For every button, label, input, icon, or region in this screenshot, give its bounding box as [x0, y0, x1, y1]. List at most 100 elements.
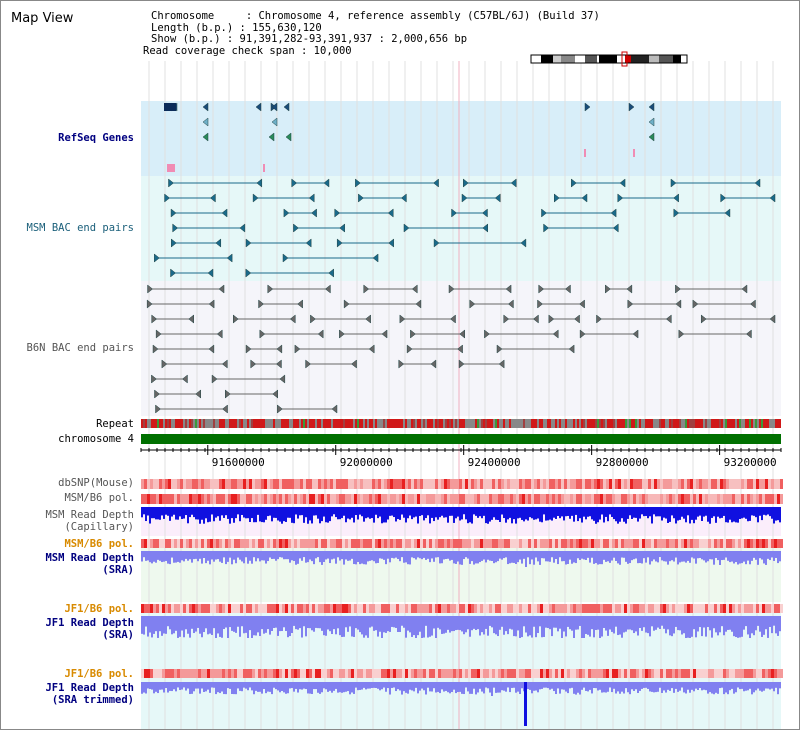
- repeat-segment: [535, 419, 537, 428]
- depth-bar: [683, 551, 685, 562]
- b6n-bac-pair-end: [188, 314, 194, 324]
- heat-cell: [756, 539, 759, 548]
- depth-bar: [207, 682, 209, 690]
- repeat-segment: [473, 419, 475, 428]
- heat-cell: [306, 604, 309, 613]
- repeat-segment: [699, 419, 701, 428]
- repeat-segment: [577, 419, 579, 428]
- depth-bar: [731, 616, 733, 632]
- repeat-segment: [455, 419, 457, 428]
- depth-bar: [365, 682, 367, 690]
- depth-bar: [281, 682, 283, 691]
- heat-cell: [273, 669, 276, 678]
- heat-cell: [204, 669, 207, 678]
- depth-bar: [757, 682, 759, 689]
- depth-bar: [235, 616, 237, 633]
- heat-cell: [375, 539, 378, 548]
- heat-cell: [768, 494, 771, 504]
- depth-bar: [521, 682, 523, 689]
- depth-bar: [757, 507, 759, 523]
- repeat-segment: [485, 419, 487, 428]
- heat-cell: [453, 604, 456, 613]
- heat-cell: [318, 604, 321, 613]
- repeat-segment: [561, 419, 563, 428]
- depth-bar: [373, 682, 375, 688]
- repeat-segment: [603, 419, 605, 428]
- depth-bar: [501, 682, 503, 691]
- depth-bar: [375, 551, 377, 564]
- depth-bar: [385, 507, 387, 523]
- heat-cell: [213, 669, 216, 678]
- b6n-bac-pair-end: [537, 299, 543, 309]
- heat-cell: [747, 604, 750, 613]
- depth-bar: [595, 616, 597, 630]
- depth-bar: [559, 507, 561, 519]
- repeat-segment: [269, 419, 271, 428]
- heat-cell: [594, 494, 597, 504]
- heat-cell: [321, 604, 324, 613]
- depth-bar: [739, 682, 741, 690]
- heat-cell: [252, 669, 255, 678]
- heat-cell: [456, 669, 459, 678]
- heat-cell: [330, 494, 333, 504]
- depth-bar: [623, 682, 625, 694]
- heat-cell: [633, 479, 636, 489]
- heat-cell: [246, 494, 249, 504]
- depth-bar: [557, 551, 559, 565]
- depth-bar: [461, 616, 463, 632]
- heat-cell: [681, 539, 684, 548]
- depth-bar: [529, 507, 531, 518]
- repeat-segment: [297, 419, 299, 428]
- depth-bar: [683, 682, 685, 693]
- depth-bar: [307, 551, 309, 563]
- msm-bac-pair-end: [400, 193, 407, 203]
- heat-cell: [684, 669, 687, 678]
- heat-cell: [780, 539, 783, 548]
- heat-cell: [690, 669, 693, 678]
- msm-bac-pair-end: [221, 208, 228, 218]
- depth-bar: [405, 507, 407, 523]
- depth-bar: [317, 616, 319, 629]
- heat-cell: [711, 539, 714, 548]
- depth-bar: [195, 682, 197, 689]
- depth-bar: [333, 551, 335, 559]
- depth-bar: [513, 682, 515, 688]
- depth-bar: [429, 507, 431, 524]
- heat-cell: [147, 669, 150, 678]
- depth-bar: [467, 507, 469, 524]
- heat-cell: [501, 669, 504, 678]
- heat-cell: [564, 494, 567, 504]
- depth-bar: [663, 682, 665, 691]
- b6n-bac-pair-end: [289, 314, 296, 324]
- depth-bar: [567, 682, 569, 694]
- repeat-segment: [361, 419, 363, 428]
- repeat-segment: [291, 419, 293, 428]
- heat-cell: [768, 539, 771, 548]
- heat-cell: [432, 539, 435, 548]
- heat-cell: [702, 604, 705, 613]
- depth-bar: [531, 507, 533, 519]
- depth-bar: [375, 682, 377, 689]
- depth-bar: [151, 551, 153, 564]
- depth-bar: [235, 682, 237, 695]
- depth-bar: [305, 682, 307, 690]
- refseq-gene: [202, 117, 209, 127]
- depth-bar: [639, 507, 641, 519]
- depth-bar: [519, 616, 521, 638]
- heat-cell: [636, 494, 639, 504]
- depth-bar: [589, 507, 591, 517]
- repeat-segment: [435, 419, 437, 428]
- heat-cell: [309, 494, 312, 504]
- heat-cell: [306, 494, 309, 504]
- msm-bac-pair-end: [283, 208, 290, 218]
- heat-cell: [699, 479, 702, 489]
- depth-bar: [663, 616, 665, 629]
- heat-cell: [291, 539, 294, 548]
- depth-bar: [239, 616, 241, 637]
- heat-cell: [600, 494, 603, 504]
- depth-bar: [279, 682, 281, 693]
- depth-bar: [543, 616, 545, 637]
- depth-bar: [443, 616, 445, 634]
- heat-cell: [342, 494, 345, 504]
